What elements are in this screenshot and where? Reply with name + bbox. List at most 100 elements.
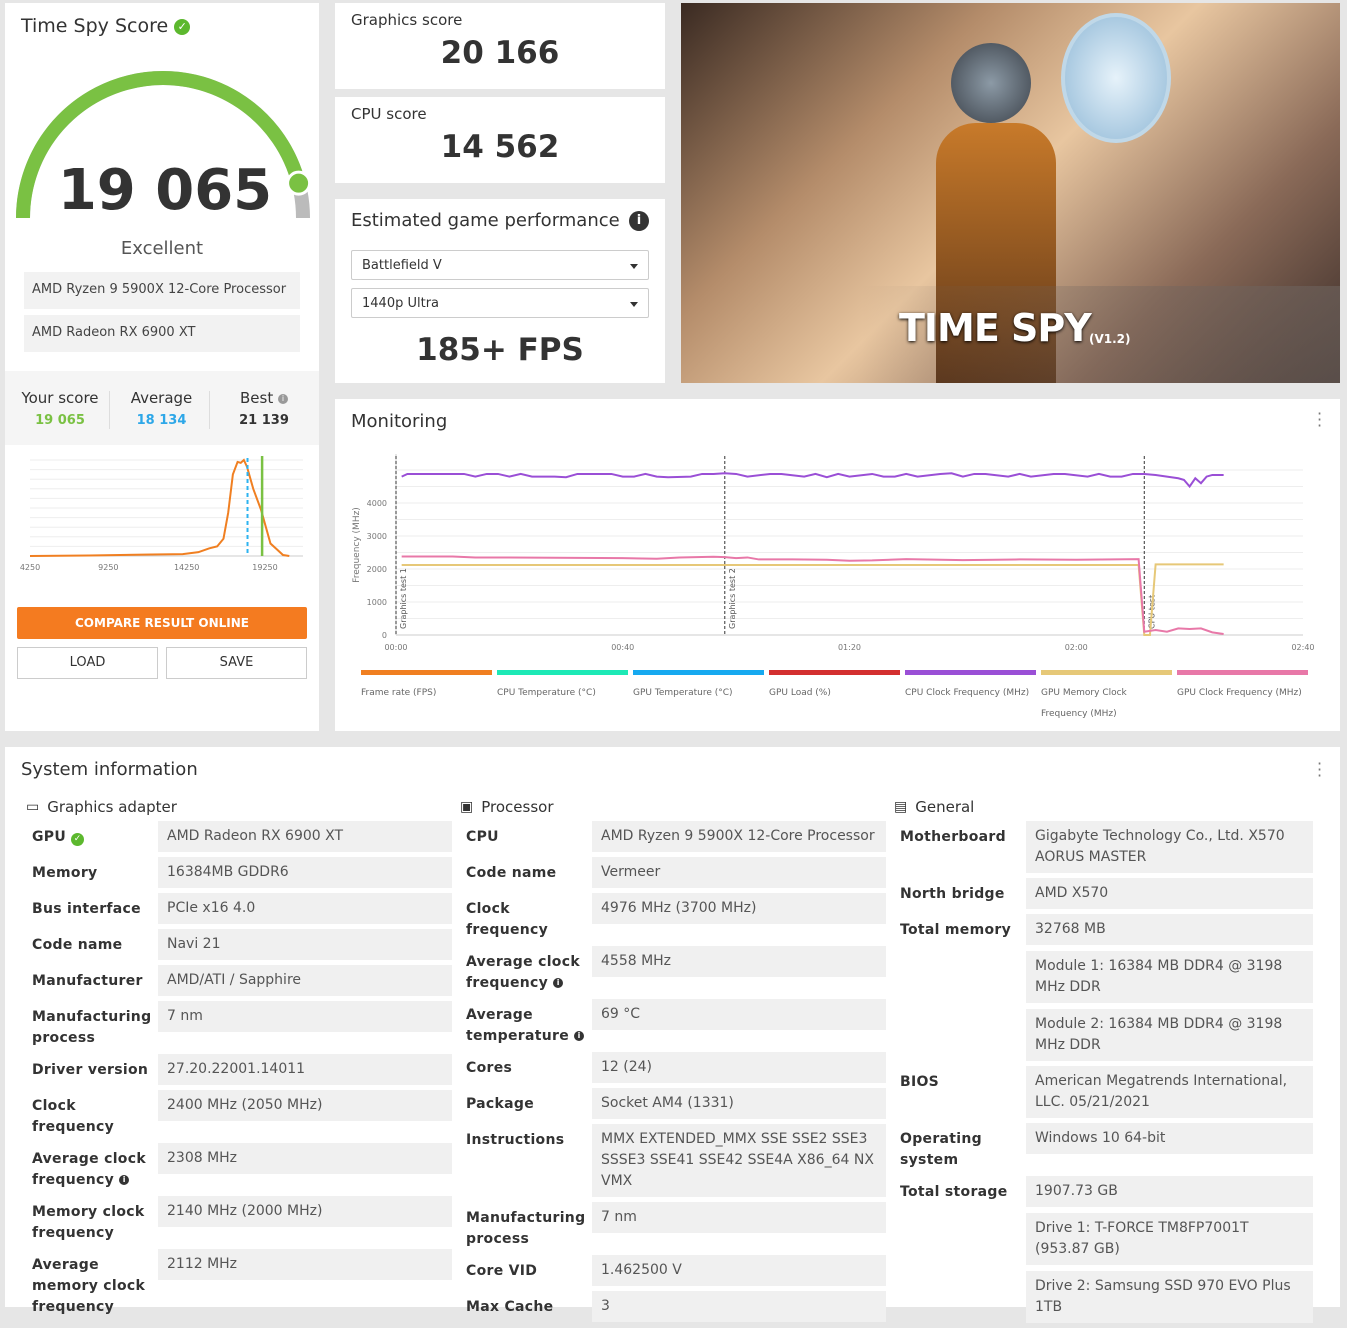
score-rating: Excellent	[120, 238, 204, 259]
info-key: Manufacturing process	[466, 1210, 586, 1247]
legend-item[interactable]: GPU Clock Frequency (MHz)	[1177, 670, 1308, 704]
legend-label: GPU Load (%)	[769, 688, 831, 698]
info-icon[interactable]: i	[119, 1175, 130, 1185]
compare-result-online-button[interactable]: COMPARE RESULT ONLINE	[17, 607, 307, 639]
info-key: Operating system	[900, 1131, 982, 1168]
info-key: Driver version	[32, 1062, 149, 1078]
info-value: 32768 MB	[1026, 914, 1313, 945]
legend-label: GPU Memory Clock Frequency (MHz)	[1041, 688, 1127, 719]
x-tick-label: 00:40	[611, 643, 634, 652]
info-value: AMD Radeon RX 6900 XT	[158, 821, 452, 852]
best-score-value: 21 139	[239, 413, 289, 428]
cpu-score-card: CPU score 14 562	[335, 97, 665, 183]
info-icon[interactable]: i	[574, 1031, 585, 1041]
legend-label: GPU Clock Frequency (MHz)	[1177, 688, 1302, 698]
legend-item[interactable]: GPU Temperature (°C)	[633, 670, 764, 704]
series-line	[401, 563, 1224, 636]
info-icon[interactable]: i	[629, 211, 649, 231]
info-value: 16384MB GDDR6	[158, 857, 452, 888]
x-tick-label: 02:40	[1291, 643, 1314, 652]
info-key: Average memory clock frequency	[32, 1257, 146, 1315]
section-title: Graphics adapter	[47, 798, 177, 816]
cpu-score-value: 14 562	[440, 129, 560, 165]
info-value: 7 nm	[158, 1001, 452, 1032]
info-value: AMD/ATI / Sapphire	[158, 965, 452, 996]
info-row: BIOS American Megatrends International, L…	[890, 1066, 1313, 1118]
info-value: Gigabyte Technology Co., Ltd. X570 AORUS…	[1026, 821, 1313, 873]
your-score-value: 19 065	[35, 413, 85, 428]
info-value: 2308 MHz	[158, 1143, 452, 1174]
info-key: Manufacturer	[32, 973, 143, 989]
info-value: MMX EXTENDED_MMX SSE SSE2 SSE3 SSSE3 SSE…	[592, 1124, 886, 1197]
info-row: Manufacturing process 7 nm	[22, 1001, 452, 1049]
section-title: Processor	[481, 798, 554, 816]
preset-select[interactable]: 1440p Ultra	[351, 288, 649, 318]
chevron-down-icon	[630, 264, 638, 269]
x-tick-label: 19250	[252, 563, 277, 572]
info-key: GPU	[32, 829, 67, 845]
legend-item[interactable]: CPU Clock Frequency (MHz)	[905, 670, 1036, 704]
save-button[interactable]: SAVE	[166, 647, 307, 679]
graphics-score-label: Graphics score	[351, 11, 463, 29]
more-options-icon[interactable]: · · ·	[1317, 754, 1323, 785]
info-row: Instructions MMX EXTENDED_MMX SSE SSE2 SS…	[456, 1124, 886, 1197]
gauge-knob	[286, 170, 312, 196]
graphics-score-card: Graphics score 20 166	[335, 3, 665, 89]
info-key: CPU	[466, 829, 499, 845]
test-marker-label: Graphics test 1	[399, 568, 408, 629]
info-value: 7 nm	[592, 1202, 886, 1233]
load-button[interactable]: LOAD	[17, 647, 158, 679]
info-value: Drive 1: T-FORCE TM8FP7001T (953.87 GB)	[1026, 1213, 1313, 1265]
info-value: Drive 2: Samsung SSD 970 EVO Plus 1TB	[1026, 1271, 1313, 1323]
info-icon[interactable]: i	[278, 393, 288, 404]
cpu-score-label: CPU score	[351, 105, 427, 123]
info-value: Socket AM4 (1331)	[592, 1088, 886, 1119]
monitoring-title: Monitoring	[351, 411, 448, 432]
legend-swatch	[769, 670, 900, 675]
cpu-name: AMD Ryzen 9 5900X 12-Core Processor	[24, 272, 300, 309]
info-value: PCIe x16 4.0	[158, 893, 452, 924]
y-tick-label: 4000	[367, 499, 387, 508]
info-key: Cores	[466, 1060, 513, 1076]
info-key: Instructions	[466, 1132, 565, 1148]
info-row: Average temperature i 69 °C	[456, 999, 886, 1047]
y-tick-label: 2000	[367, 565, 387, 574]
info-value: 27.20.22001.14011	[158, 1054, 452, 1085]
info-row: Total storage 1907.73 GB Drive 1: T-FORCE …	[890, 1176, 1313, 1323]
legend-item[interactable]: CPU Temperature (°C)	[497, 670, 628, 704]
general-section-header: ▤ General	[890, 793, 1313, 821]
gpu-name: AMD Radeon RX 6900 XT	[24, 315, 300, 352]
banner-version: (V1.2)	[1089, 332, 1131, 346]
info-key: Max Cache	[466, 1299, 554, 1315]
legend-item[interactable]: Frame rate (FPS)	[361, 670, 492, 704]
info-value: Module 1: 16384 MB DDR4 @ 3198 MHz DDR	[1026, 951, 1313, 1003]
info-row: Cores 12 (24)	[456, 1052, 886, 1083]
game-select[interactable]: Battlefield V	[351, 250, 649, 280]
more-options-icon[interactable]: · · ·	[1317, 404, 1323, 435]
info-row: Manufacturing process 7 nm	[456, 1202, 886, 1250]
general-icon: ▤	[894, 799, 908, 815]
legend-swatch	[497, 670, 628, 675]
legend-label: GPU Temperature (°C)	[633, 688, 733, 698]
score-comparison: Your score 19 065 Average 18 134 Best i 21 …	[5, 371, 319, 445]
info-key: Manufacturing process	[32, 1009, 152, 1046]
info-value: Vermeer	[592, 857, 886, 888]
info-key: Package	[466, 1096, 535, 1112]
test-marker-label: Graphics test 2	[728, 568, 737, 629]
distribution-curve	[29, 458, 290, 557]
info-row: Driver version 27.20.22001.14011	[22, 1054, 452, 1085]
info-key: Code name	[32, 937, 123, 953]
info-value: Windows 10 64-bit	[1026, 1123, 1313, 1154]
x-tick-label: 00:00	[384, 643, 407, 652]
legend-item[interactable]: GPU Load (%)	[769, 670, 900, 704]
info-icon[interactable]: i	[553, 978, 564, 988]
x-tick-label: 01:20	[838, 643, 861, 652]
y-tick-label: 0	[382, 631, 387, 640]
info-row: Code name Vermeer	[456, 857, 886, 888]
y-tick-label: 1000	[367, 598, 387, 607]
info-row: Clock frequency 2400 MHz (2050 MHz)	[22, 1090, 452, 1138]
legend-item[interactable]: GPU Memory Clock Frequency (MHz)	[1041, 670, 1172, 725]
info-value: 4558 MHz	[592, 946, 886, 977]
info-row: Average clock frequency i 2308 MHz	[22, 1143, 452, 1191]
info-row: Motherboard Gigabyte Technology Co., Ltd.…	[890, 821, 1313, 873]
